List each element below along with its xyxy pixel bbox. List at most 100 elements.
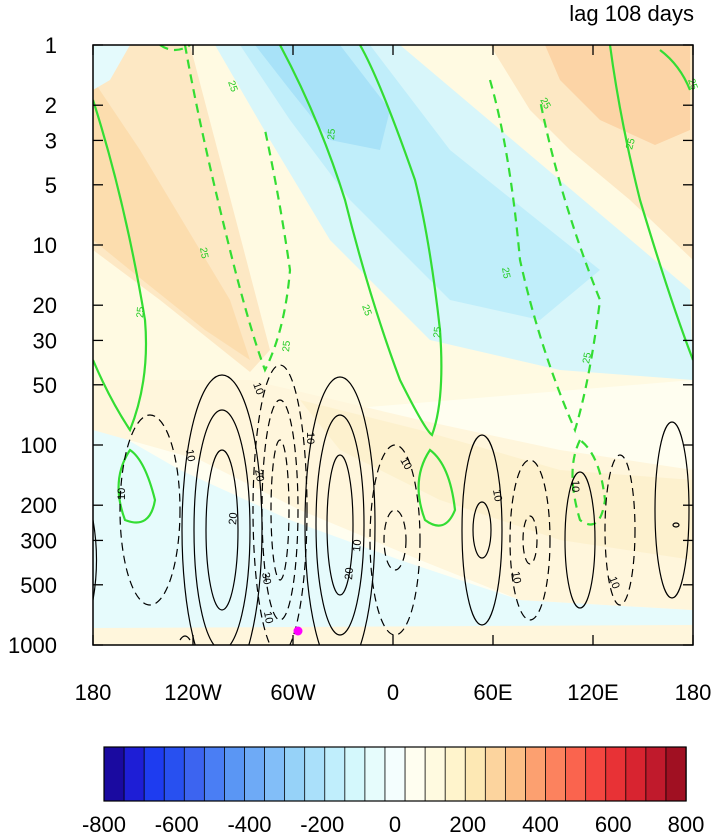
y-tick-label: 10 — [33, 233, 57, 258]
y-tick-label: 20 — [33, 293, 57, 318]
contour-label: 30 — [259, 571, 273, 585]
location-marker — [293, 626, 303, 636]
black-contour-positive — [315, 414, 365, 636]
x-tick-label: 60W — [270, 680, 315, 705]
colorbar-swatch — [203, 746, 226, 802]
colorbar-swatch — [605, 746, 627, 802]
black-contour-negative — [522, 515, 538, 565]
x-tick-label: 0 — [387, 680, 399, 705]
contour-label: 20 — [252, 468, 266, 482]
black-contour-positive — [179, 635, 191, 641]
colorbar-frame — [103, 746, 687, 802]
green-contour-solid — [608, 45, 693, 361]
colorbar-swatch — [504, 746, 527, 802]
x-tick-label: 180 — [75, 680, 112, 705]
green-contour-solid — [417, 448, 457, 527]
x-tick-label: 60E — [473, 680, 512, 705]
colorbar-swatch — [424, 746, 446, 802]
y-tick-label: 1000 — [8, 633, 57, 658]
colorbar-label: -800 — [82, 812, 126, 837]
green-contour-solid — [659, 49, 692, 91]
colorbar-swatch — [284, 746, 306, 802]
colorbar-label: 600 — [595, 812, 632, 837]
black-contour-negative — [604, 454, 636, 606]
black-contour-positive — [205, 449, 239, 611]
contour-label: 10 — [304, 432, 316, 444]
y-tick-label: 300 — [20, 528, 57, 553]
contour-label: 25 — [537, 96, 552, 112]
black-contour-negative — [119, 414, 181, 606]
colorbar-swatch — [525, 746, 547, 802]
black-contour-negative — [252, 364, 308, 645]
contour-label: 10 — [569, 480, 581, 492]
colorbar-swatch — [344, 746, 366, 802]
contour-label: 10 — [397, 456, 414, 473]
colorbar-label: 200 — [449, 812, 486, 837]
colorbar-label: 400 — [522, 812, 559, 837]
black-contour-positive — [564, 471, 596, 609]
green-contour-dashed — [488, 79, 602, 434]
contour-label: 10 — [183, 448, 197, 462]
green-contour-dashed — [183, 45, 292, 373]
contour-label: 20 — [227, 512, 240, 525]
black-contour-negative — [270, 439, 290, 581]
y-tick-label: 5 — [45, 173, 57, 198]
colorbar-swatch — [665, 746, 687, 802]
black-contour-negative — [509, 459, 551, 621]
contour-labels: 25 25 25 25 25 25 25 25 25 25 25 25 10 1… — [116, 77, 699, 624]
black-contour-negative — [369, 444, 421, 636]
contour-label: 25 — [432, 326, 444, 338]
green-contour-dashed — [159, 45, 191, 52]
colorbar-swatch — [384, 746, 406, 802]
chart-title: lag 108 days — [569, 1, 694, 26]
x-tick-label: 120W — [164, 680, 222, 705]
green-contour-solid — [117, 448, 157, 524]
colorbar-swatch — [585, 746, 607, 802]
colorbar-swatch — [464, 746, 487, 802]
colorbar-swatch — [163, 746, 185, 802]
colorbar-swatch — [645, 746, 667, 802]
black-contour-positive — [181, 374, 263, 645]
contour-label: 25 — [225, 79, 239, 94]
black-contour-negative — [383, 509, 407, 571]
colorbar-label: 0 — [389, 812, 401, 837]
colorbar-swatch — [123, 746, 145, 802]
colorbar — [103, 746, 687, 802]
colorbar-swatch — [143, 746, 165, 802]
black-contour-negative — [261, 399, 299, 621]
contour-label: 10 — [490, 488, 504, 502]
contour-label: 25 — [581, 351, 594, 364]
y-tick-label: 100 — [20, 433, 57, 458]
colorbar-swatch — [444, 746, 466, 802]
colorbar-labels: -800 -600 -400 -200 0 200 400 600 800 — [82, 812, 704, 837]
colorbar-label: -400 — [227, 812, 271, 837]
colorbar-swatch — [625, 746, 647, 802]
contour-label: 10 — [606, 575, 621, 591]
contour-label: 25 — [624, 137, 638, 151]
contour-label: 10 — [261, 610, 275, 624]
y-tick-label: 3 — [45, 128, 57, 153]
colorbar-swatch — [103, 746, 125, 802]
contour-label: 10 — [509, 570, 523, 584]
y-tick-label: 2 — [45, 93, 57, 118]
y-tick-label: 50 — [33, 373, 57, 398]
green-contour-solid — [93, 99, 148, 433]
contour-label: 10 — [351, 539, 364, 552]
colorbar-label: -600 — [155, 812, 199, 837]
colorbar-swatch — [364, 746, 386, 802]
contour-label: 10 — [250, 381, 265, 397]
colorbar-label: 800 — [668, 812, 705, 837]
black-contour-positive — [654, 421, 690, 599]
colorbar-swatch — [324, 746, 346, 802]
x-tick-label: 180 — [675, 680, 712, 705]
y-tick-label: 30 — [33, 328, 57, 353]
black-contour-positive — [326, 454, 354, 596]
black-contours — [93, 364, 690, 645]
contour-label: 20 — [343, 567, 356, 580]
colorbar-swatch — [304, 746, 326, 802]
y-tick-label: 1 — [45, 33, 57, 58]
green-contour-solid — [279, 45, 443, 437]
colorbar-swatch — [565, 746, 587, 802]
contour-label: 25 — [197, 247, 210, 260]
